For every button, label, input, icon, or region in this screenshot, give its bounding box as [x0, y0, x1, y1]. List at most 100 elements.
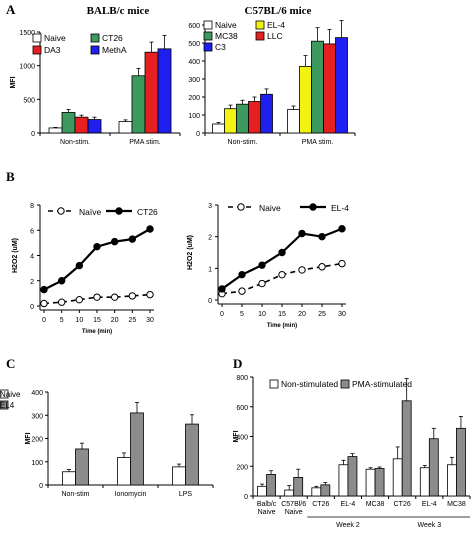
series-point [128, 235, 137, 243]
x-tick-label: 20 [111, 317, 119, 324]
y-tick-label: 3 [208, 203, 212, 210]
x-tick-label: 5 [240, 311, 244, 318]
series-point [93, 242, 101, 251]
bar [347, 456, 358, 497]
y-tick-label: 200 [31, 437, 43, 444]
bar [401, 400, 412, 497]
y-tick-label: 300 [31, 413, 43, 420]
series-point [75, 261, 84, 270]
bar [75, 448, 89, 486]
legend-swatch [90, 33, 100, 43]
y-tick-label: 400 [236, 435, 248, 442]
y-tick-label: 0 [208, 298, 212, 305]
chart-c57bl6: C57BL/6 mice 0 100 200 300 400 500 600 Non-stim.… [188, 5, 356, 146]
bar [236, 103, 249, 134]
panel-letter-b: B [6, 169, 15, 184]
y-tick-label: 0 [39, 483, 43, 490]
series-point [238, 270, 246, 279]
panel-letter-c: C [6, 356, 15, 371]
y-tick-label: 400 [31, 390, 43, 397]
y-tick-label: 1 [208, 266, 212, 273]
x-tick-label: 30 [338, 311, 346, 318]
bar [374, 468, 385, 497]
legend-label: CT26 [137, 207, 158, 217]
y-tick-label: 400 [188, 59, 200, 66]
y-tick-label: 2 [208, 235, 212, 242]
bar [323, 43, 336, 134]
x-tick-label: 10 [75, 317, 83, 324]
x-tick-label: Balb/c [257, 501, 277, 508]
y-tick-label: 100 [31, 460, 43, 467]
panel-letter-a: A [6, 2, 16, 17]
series-point [110, 237, 119, 246]
series-point [258, 279, 266, 288]
x-tick-label: EL-4 [341, 501, 356, 508]
chart-h2o2-ct26: 0 2 4 6 8 0 5 10 15 20 25 30 Time (min) H2O2 (uM) Naïv… [12, 203, 158, 335]
bar [419, 467, 430, 497]
y-tick-label: 800 [236, 375, 248, 382]
bar [266, 474, 276, 497]
series-point [57, 298, 66, 306]
series-point [318, 263, 326, 271]
y-axis-label: MFI [10, 76, 17, 88]
x-tick-label: 10 [258, 311, 266, 318]
x-tick-label: Non-stim. [228, 139, 258, 146]
series-point [40, 299, 48, 308]
y-tick-label: 600 [188, 23, 200, 30]
y-tick-label: 0 [196, 131, 200, 138]
bar [456, 427, 466, 497]
legend-label: PMA-stimulated [352, 379, 412, 389]
legend-label: MethA [102, 45, 127, 55]
x-tick-label: 25 [318, 311, 326, 318]
legend-swatch [90, 45, 100, 55]
bar [392, 458, 403, 497]
x-axis-label: Time (min) [267, 323, 297, 329]
bar [320, 484, 331, 497]
bar [144, 51, 159, 134]
x-tick-label: C57Bl/6 [281, 501, 306, 508]
x-tick-label: Non-stim. [60, 139, 90, 146]
x-tick-label: Non-stim [61, 491, 89, 498]
legend-marker [57, 207, 65, 215]
legend-swatch [340, 379, 350, 389]
series-point [75, 295, 84, 304]
bar [172, 466, 186, 486]
bar [248, 101, 261, 134]
series-point [338, 259, 346, 268]
bar [118, 121, 133, 134]
bar [87, 119, 102, 134]
x-tick-label: Naive [258, 509, 276, 516]
legend-label: CT26 [102, 33, 123, 43]
chart-mfi-stimulation: 0 100 200 300 400 MFI Non-stim Ionomycin LPS Naiv… [0, 389, 214, 498]
legend-label: EL4 [0, 401, 15, 410]
legend-label: Naive [259, 203, 281, 213]
y-tick-label: 2 [30, 279, 34, 286]
y-axis-label: MFI [25, 432, 32, 444]
series-point [128, 292, 137, 300]
legend-label: Naive [44, 33, 66, 43]
legend-swatch [0, 389, 9, 399]
bar [257, 485, 267, 497]
legend-label: Naïve [79, 207, 101, 217]
legend-label: Naive [0, 390, 21, 399]
legend-label: EL-4 [331, 203, 349, 213]
bar [428, 438, 439, 497]
y-tick-label: 0 [30, 304, 34, 311]
legend-label: Non-stimulated [281, 379, 338, 389]
y-tick-label: 500 [23, 97, 35, 104]
bar [338, 464, 349, 497]
bar [224, 108, 237, 134]
y-tick-label: 600 [236, 405, 248, 412]
legend-swatch [203, 20, 213, 30]
x-axis-label: Time (min) [82, 329, 112, 335]
y-tick-label: 300 [188, 77, 200, 84]
y-tick-label: 1500 [19, 30, 35, 37]
bar [74, 116, 89, 134]
series-point [146, 225, 154, 233]
bar [48, 127, 63, 134]
legend-swatch [203, 31, 213, 41]
y-tick-label: 100 [188, 113, 200, 120]
series-point [278, 270, 286, 279]
series-point [318, 232, 326, 241]
